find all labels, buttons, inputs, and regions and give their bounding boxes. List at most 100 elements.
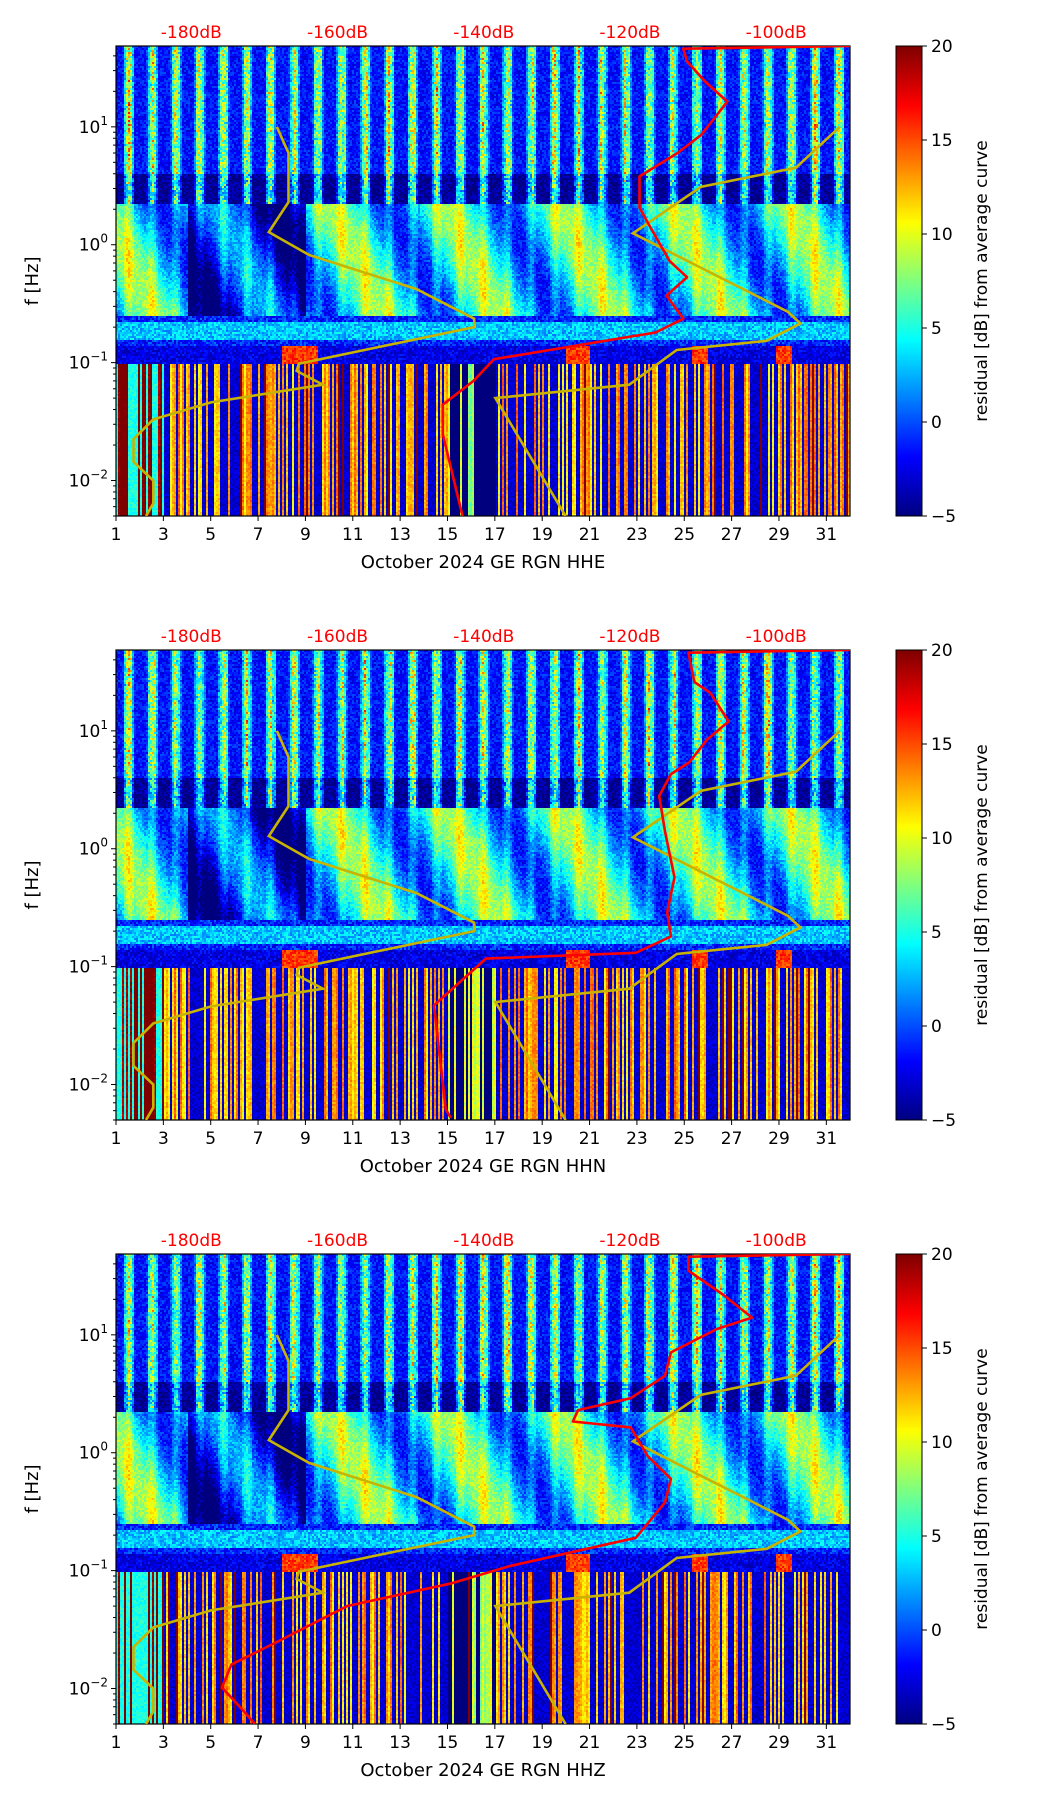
colorbar [896,1254,922,1724]
x-tick-label: 5 [205,1733,216,1753]
y-tick-label: 10−1 [69,954,108,978]
colorbar-label: residual [dB] from average curve [972,140,992,421]
colorbar-tick-label: 20 [931,641,953,661]
plot-frame [115,45,851,517]
x-tick-label: 1 [111,1733,122,1753]
top-db-tick-label: -120dB [599,23,660,43]
nhnm-curve [493,1333,841,1724]
y-tick-label: 100 [79,1440,108,1464]
nlnm-curve [132,1334,476,1724]
x-tick-label: 7 [253,1733,264,1753]
y-tick-label: 100 [79,232,108,256]
top-db-tick-label: -120dB [599,627,660,647]
colorbar-tick-label: 15 [931,131,953,151]
top-db-tick-label: -160dB [307,23,368,43]
y-tick-label: 100 [79,836,108,860]
x-axis-label: October 2024 GE RGN HHE [361,552,605,573]
x-tick-label: 9 [300,525,311,545]
y-tick-label: 101 [79,718,108,742]
top-db-tick-label: -100dB [746,23,807,43]
y-tick-label: 101 [79,114,108,138]
top-db-tick-label: -100dB [746,627,807,647]
colorbar-tick-label: 0 [931,1017,942,1037]
x-tick-label: 25 [673,525,695,545]
colorbar-tick-label: 20 [931,37,953,57]
y-axis-label: f [Hz] [22,1464,43,1513]
x-tick-label: 19 [531,525,553,545]
colorbar-label: residual [dB] from average curve [972,744,992,1025]
x-tick-label: 23 [626,1129,648,1149]
x-tick-label: 5 [205,1129,216,1149]
colorbar-tick-label: 5 [931,1527,942,1547]
colorbar-frame [895,649,923,1121]
x-tick-label: 29 [768,1733,790,1753]
top-db-tick-label: -180dB [161,23,222,43]
x-tick-label: 1 [111,525,122,545]
y-axis-label: f [Hz] [22,860,43,909]
colorbar-tick-label: −5 [931,1111,956,1131]
x-tick-label: 27 [721,525,743,545]
x-tick-label: 11 [342,1733,364,1753]
x-tick-label: 15 [437,525,459,545]
top-db-tick-label: -160dB [307,1231,368,1251]
x-tick-label: 21 [579,525,601,545]
y-tick-label: 10−1 [69,350,108,374]
x-tick-label: 13 [389,1129,411,1149]
x-axis-label: October 2024 GE RGN HHZ [360,1760,605,1781]
colorbar-tick-label: 10 [931,829,953,849]
x-tick-label: 15 [437,1129,459,1149]
x-tick-label: 3 [158,525,169,545]
y-tick-label: 10−2 [69,1072,108,1096]
colorbar-tick-label: 10 [931,225,953,245]
x-tick-label: 29 [768,1129,790,1149]
y-tick-label: 10−2 [69,1676,108,1700]
y-tick-label: 101 [79,1322,108,1346]
colorbar [896,650,922,1120]
y-tick-label: 10−1 [69,1558,108,1582]
top-db-tick-label: -160dB [307,627,368,647]
top-db-tick-label: -140dB [453,1231,514,1251]
colorbar-tick-label: 0 [931,1621,942,1641]
x-tick-label: 17 [484,1129,506,1149]
nlnm-curve [132,730,476,1120]
x-tick-label: 9 [300,1129,311,1149]
x-tick-label: 9 [300,1733,311,1753]
x-tick-label: 21 [579,1733,601,1753]
colorbar-tick-label: 5 [931,923,942,943]
top-db-tick-label: -180dB [161,627,222,647]
x-tick-label: 31 [816,1129,838,1149]
x-tick-label: 23 [626,1733,648,1753]
x-axis-label: October 2024 GE RGN HHN [360,1156,607,1177]
nlnm-curve [132,126,476,516]
x-tick-label: 7 [253,525,264,545]
y-tick-label: 10−2 [69,468,108,492]
plot-frame [115,1253,851,1725]
x-tick-label: 15 [437,1733,459,1753]
top-db-tick-label: -180dB [161,1231,222,1251]
average-psd-curve [220,1254,850,1724]
x-tick-label: 19 [531,1129,553,1149]
x-tick-label: 17 [484,1733,506,1753]
x-tick-label: 23 [626,525,648,545]
y-axis-label: f [Hz] [22,256,43,305]
colorbar-tick-label: 15 [931,735,953,755]
x-tick-label: 1 [111,1129,122,1149]
colorbar-tick-label: 20 [931,1245,953,1265]
top-db-tick-label: -140dB [453,23,514,43]
colorbar-tick-label: 15 [931,1339,953,1359]
x-tick-label: 3 [158,1129,169,1149]
x-tick-label: 17 [484,525,506,545]
colorbar-frame [895,45,923,517]
average-psd-curve [441,46,850,516]
nhnm-curve [493,125,841,516]
top-db-tick-label: -120dB [599,1231,660,1251]
top-db-tick-label: -100dB [746,1231,807,1251]
x-tick-label: 21 [579,1129,601,1149]
colorbar-frame [895,1253,923,1725]
x-tick-label: 25 [673,1733,695,1753]
x-tick-label: 27 [721,1733,743,1753]
x-tick-label: 13 [389,525,411,545]
